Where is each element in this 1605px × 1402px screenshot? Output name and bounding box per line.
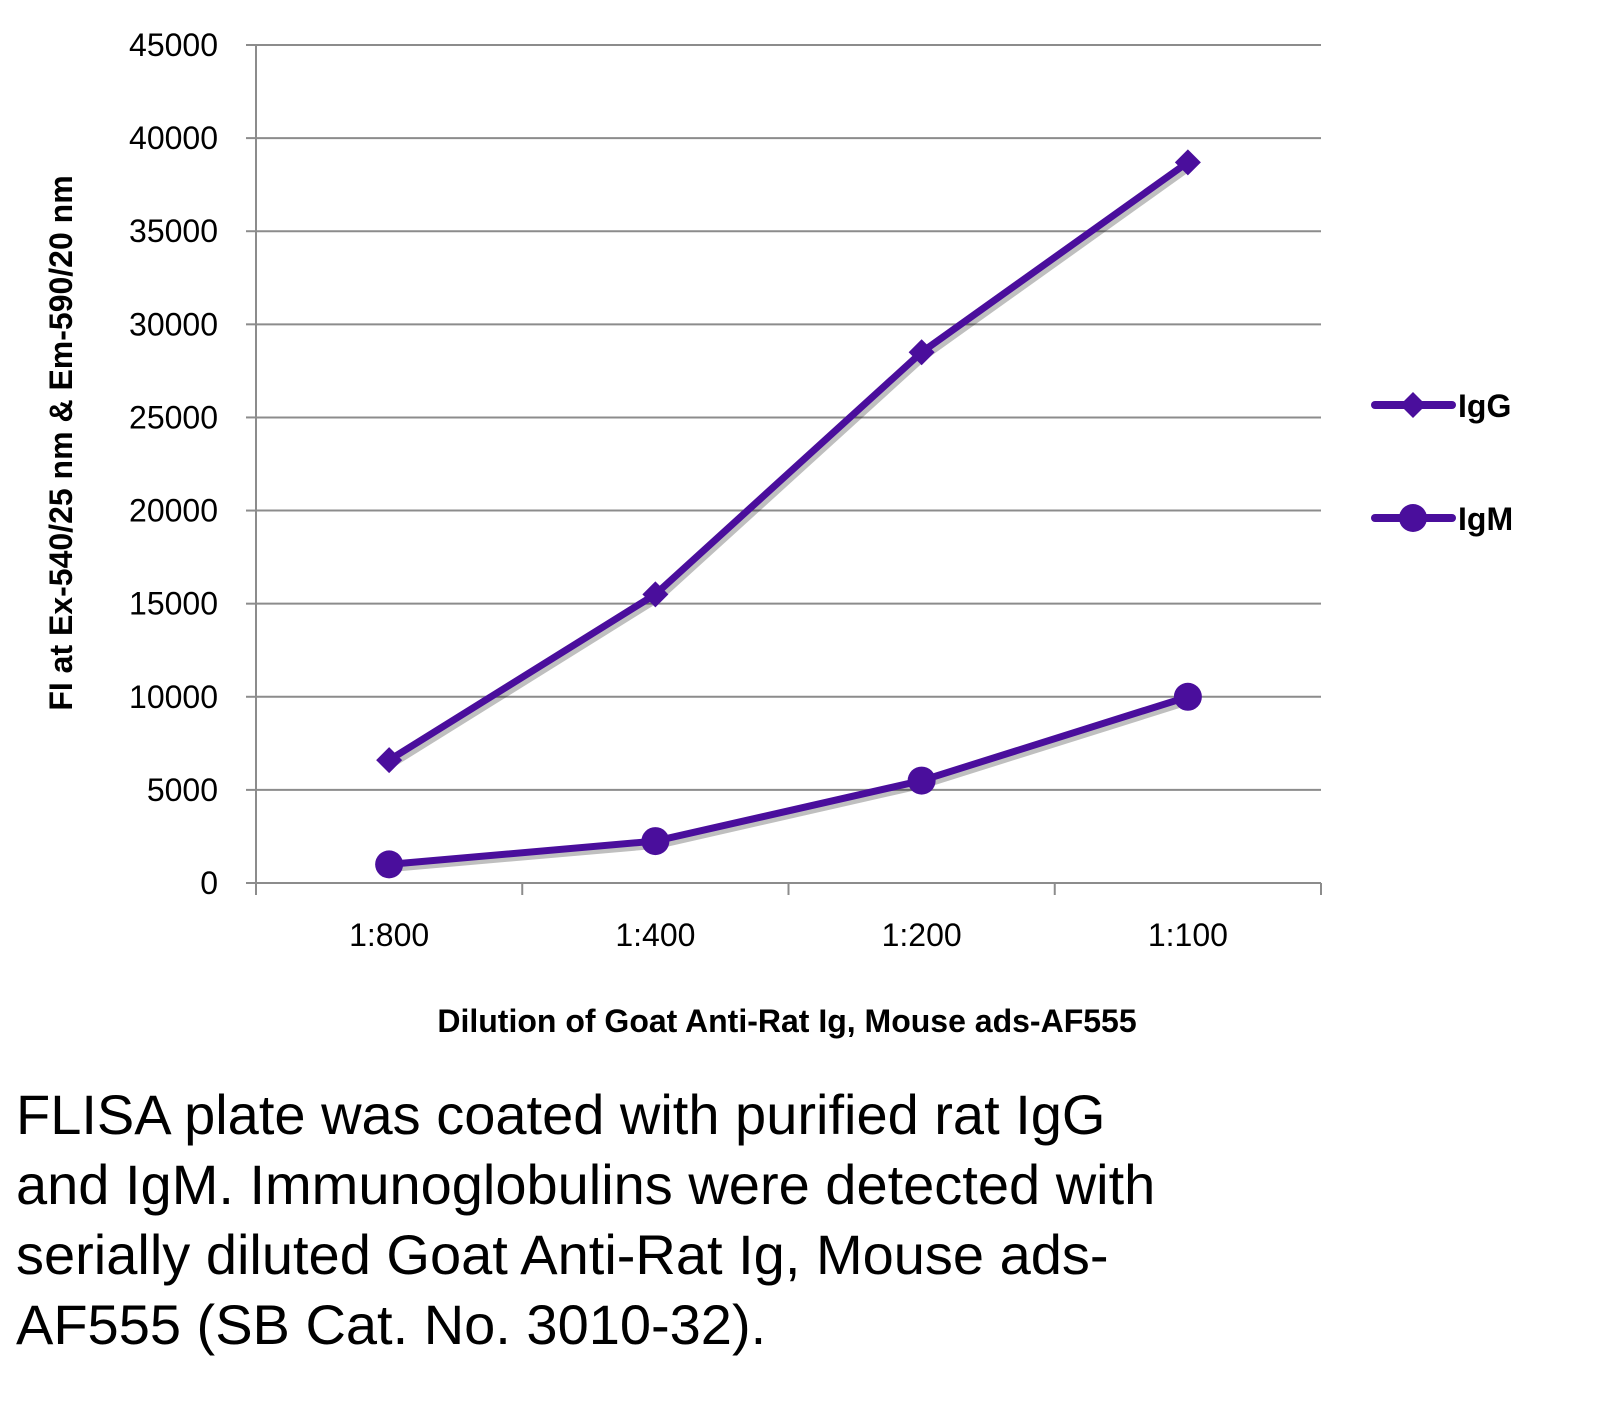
axes [246,44,1322,895]
x-tick-label: 1:100 [1148,917,1228,953]
data-point-igg [1174,149,1201,176]
data-point-igm [375,850,404,879]
legend-item-igg: IgG [1371,388,1511,424]
legend-label: IgM [1458,501,1513,537]
y-tick-labels: 0 5000 10000 15000 20000 25000 30000 35000 40000… [129,27,218,901]
data-point-igg [642,581,669,608]
series-line [387,159,1190,764]
y-tick-label: 30000 [129,306,218,342]
data-point-igm [907,766,936,795]
series-line [388,693,1189,868]
caption-line: AF555 (SB Cat. No. 3010-32). [16,1293,767,1356]
x-tick-label: 1:200 [882,917,962,953]
series-line-shadow [391,697,1192,872]
series-igg [376,149,1201,774]
data-point-igm [1173,682,1202,711]
y-tick-label: 15000 [129,586,218,622]
line-chart: 0 5000 10000 15000 20000 25000 30000 35000 40000… [43,27,1513,1039]
y-tick-label: 10000 [129,679,218,715]
legend-marker [1399,504,1427,532]
series-group [375,149,1202,879]
y-tick-label: 20000 [129,493,218,529]
y-tick-label: 5000 [147,772,218,808]
data-point-igg [376,747,403,774]
x-axis-label: Dilution of Goat Anti-Rat Ig, Mouse ads-… [437,1003,1136,1039]
legend-item-igm: IgM [1371,501,1513,537]
legend-marker [1400,392,1426,418]
x-tick-label: 1:800 [349,917,429,953]
data-point-igm [641,827,670,856]
caption-line: FLISA plate was coated with purified rat… [16,1083,1106,1146]
y-tick-label: 0 [200,865,218,901]
y-tick-label: 25000 [129,399,218,435]
data-point-igg [908,339,935,366]
legend-label: IgG [1458,388,1511,424]
y-tick-label: 40000 [129,120,218,156]
x-tick-label: 1:400 [615,917,695,953]
caption-line: serially diluted Goat Anti-Rat Ig, Mouse… [16,1223,1109,1286]
legend: IgG IgM [1371,388,1513,537]
series-line-shadow [390,163,1193,768]
y-tick-label: 45000 [129,27,218,63]
y-tick-label: 35000 [129,213,218,249]
y-axis-label: FI at Ex-540/25 nm & Em-590/20 nm [43,175,79,710]
series-igm [375,682,1202,879]
figure-caption: FLISA plate was coated with purified rat… [16,1080,1516,1360]
x-tick-labels: 1:800 1:400 1:200 1:100 [349,917,1228,953]
caption-line: and IgM. Immunoglobulins were detected w… [16,1153,1156,1216]
grid-lines [256,44,1321,791]
